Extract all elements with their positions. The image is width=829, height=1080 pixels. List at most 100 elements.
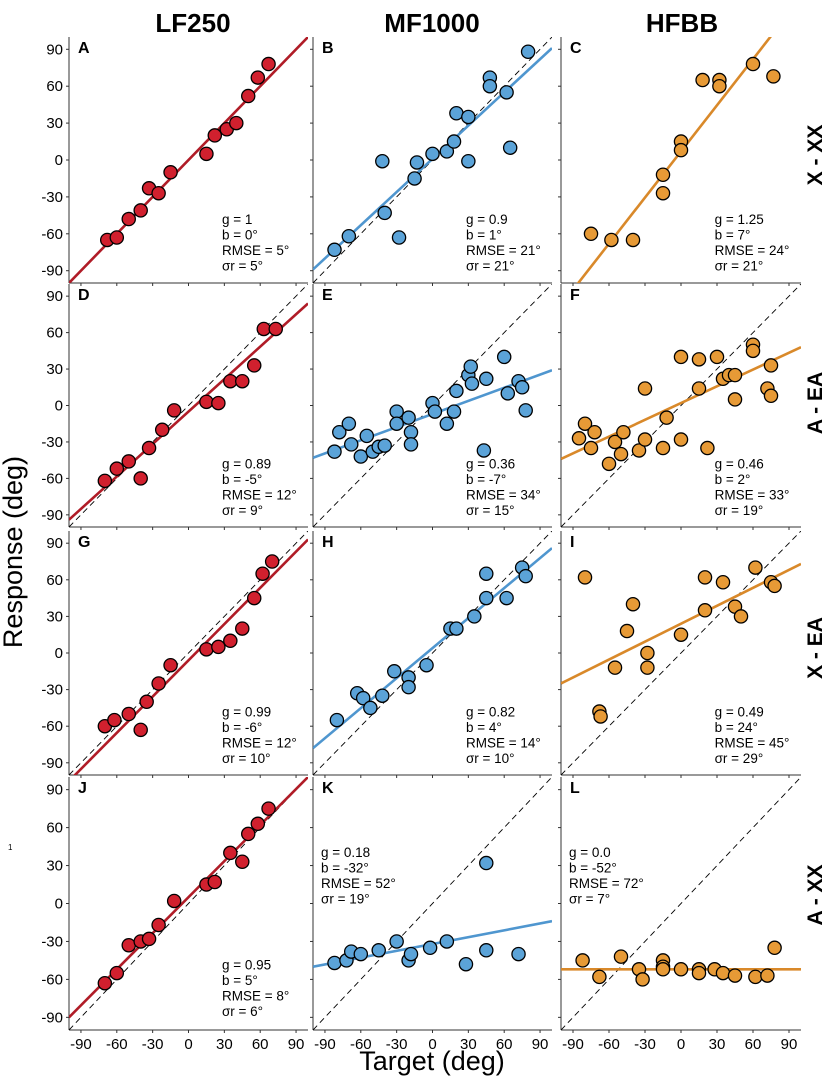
- panel-g: G -90 -60 -30 0 30 60 90 g = 0.99b = -6°RMSE = 1…: [41, 531, 308, 778]
- plot-area-l: [561, 777, 801, 1030]
- data-point-c-2: [625, 232, 641, 248]
- row-title-x-xx: X - XX: [804, 125, 827, 186]
- data-point-h-7: [401, 679, 416, 695]
- x-tick-label-k-30: 30: [460, 1036, 477, 1053]
- data-point-e-5: [359, 428, 375, 444]
- fit-line-f: [561, 346, 801, 461]
- data-point-b-14: [482, 78, 498, 94]
- stats-text-c-1: b = 7°: [715, 227, 751, 242]
- panel-letter-i: I: [570, 534, 574, 551]
- stats-text-d-0: g = 0.89: [222, 457, 271, 472]
- panel-f: Fg = 0.46b = 2°RMSE = 33°σr = 19°: [558, 284, 801, 530]
- data-point-j-6: [166, 893, 182, 909]
- panel-letter-g: G: [78, 534, 90, 551]
- data-point-i-13: [733, 609, 749, 624]
- row-title-a-ea: A - EA: [804, 372, 827, 434]
- y-tick-label-d--60: -60: [41, 470, 63, 487]
- stats-text-e-2: RMSE = 34°: [466, 488, 541, 503]
- x-tick-label-j--30: -30: [142, 1036, 164, 1053]
- panel-letter-b: B: [322, 40, 334, 57]
- data-point-c-10: [745, 56, 761, 72]
- data-point-f-7: [616, 424, 631, 440]
- data-point-h-3: [363, 700, 378, 716]
- y-tick-label-a--60: -60: [41, 226, 63, 243]
- data-point-g-11: [246, 590, 262, 606]
- x-tick-label-k--30: -30: [386, 1036, 408, 1053]
- data-point-i-8: [673, 627, 689, 642]
- data-point-c-3: [655, 167, 671, 183]
- data-point-h-16: [518, 568, 533, 584]
- panel-c: Cg = 1.25b = 7°RMSE = 24°σr = 21°: [558, 37, 801, 286]
- stats-text-j-2: RMSE = 8°: [222, 988, 289, 1003]
- y-tick-label-j--90: -90: [41, 1009, 63, 1026]
- data-point-d-13: [268, 321, 283, 337]
- data-point-g-3: [133, 722, 148, 738]
- data-point-b-7: [425, 146, 440, 162]
- data-point-e-28: [518, 403, 533, 418]
- data-point-d-6: [166, 403, 182, 418]
- data-point-f-27: [763, 388, 779, 404]
- x-tick-label-l--90: -90: [562, 1036, 584, 1053]
- y-tick-label-j--30: -30: [41, 933, 63, 950]
- panel-letter-f: F: [570, 287, 580, 304]
- y-tick-label-d--90: -90: [41, 507, 63, 524]
- data-point-c-7: [695, 72, 710, 88]
- stats-text-i-1: b = 24°: [715, 720, 758, 735]
- stats-text-b-0: g = 0.9: [466, 212, 508, 227]
- data-point-c-9: [712, 78, 727, 94]
- stats-text-d-2: RMSE = 12°: [222, 488, 297, 503]
- stats-text-a-0: g = 1: [222, 212, 252, 227]
- plot-area-a: [69, 37, 308, 283]
- data-point-e-16: [439, 416, 455, 431]
- data-point-e-21: [464, 376, 480, 391]
- data-point-g-1: [107, 712, 122, 728]
- data-point-c-4: [655, 185, 671, 201]
- identity-line-j: [69, 777, 308, 1030]
- stats-text-h-0: g = 0.82: [466, 704, 515, 719]
- data-point-d-12: [256, 321, 272, 337]
- x-tick-label-j-30: 30: [216, 1036, 233, 1053]
- data-point-f-22: [727, 367, 743, 383]
- data-point-k-11: [479, 855, 494, 871]
- x-tick-label-j-90: 90: [288, 1036, 305, 1053]
- data-point-a-7: [199, 146, 214, 162]
- data-point-l-0: [575, 953, 590, 968]
- y-tick-label-j-60: 60: [46, 820, 63, 837]
- data-point-c-6: [673, 142, 689, 158]
- stats-text-k-0: g = 0.18: [321, 845, 370, 860]
- y-tick-label-a--90: -90: [41, 263, 63, 280]
- y-tick-label-d-60: 60: [46, 325, 63, 342]
- data-point-c-0: [583, 226, 599, 242]
- data-point-i-14: [748, 560, 763, 575]
- data-point-i-6: [640, 660, 655, 675]
- data-point-f-0: [571, 431, 587, 446]
- data-point-b-11: [461, 109, 476, 125]
- plot-area-e: [313, 284, 552, 527]
- x-tick-label-j--90: -90: [70, 1036, 92, 1053]
- data-point-b-0: [327, 242, 342, 258]
- data-point-g-4: [139, 694, 154, 710]
- data-point-e-8: [377, 438, 392, 453]
- panel-h: Hg = 0.82b = 4°RMSE = 14°σr = 10°: [310, 531, 552, 778]
- panel-b: Bg = 0.9b = 1°RMSE = 21°σr = 21°: [310, 37, 552, 286]
- y-tick-label-j-30: 30: [46, 858, 63, 875]
- stats-text-e-0: g = 0.36: [466, 457, 515, 472]
- data-point-l-7: [655, 962, 671, 977]
- data-point-a-10: [229, 115, 244, 131]
- data-point-e-9: [389, 404, 404, 419]
- data-point-a-1: [109, 230, 125, 245]
- stats-text-i-0: g = 0.49: [715, 704, 764, 719]
- data-point-h-2: [355, 690, 371, 706]
- panel-letter-e: E: [322, 287, 333, 304]
- stats-text-b-2: RMSE = 21°: [466, 243, 541, 258]
- x-tick-label-k-60: 60: [496, 1036, 513, 1053]
- panel-letter-h: H: [322, 534, 334, 551]
- stats-text-a-3: σr = 5°: [222, 258, 263, 273]
- data-point-f-26: [763, 358, 779, 373]
- stats-text-c-3: σr = 21°: [715, 258, 764, 273]
- column-title-lf250: LF250: [155, 8, 230, 38]
- stats-text-h-2: RMSE = 14°: [466, 735, 541, 750]
- y-tick-label-g--60: -60: [41, 718, 63, 735]
- data-point-g-7: [199, 642, 214, 657]
- data-point-d-4: [141, 440, 157, 456]
